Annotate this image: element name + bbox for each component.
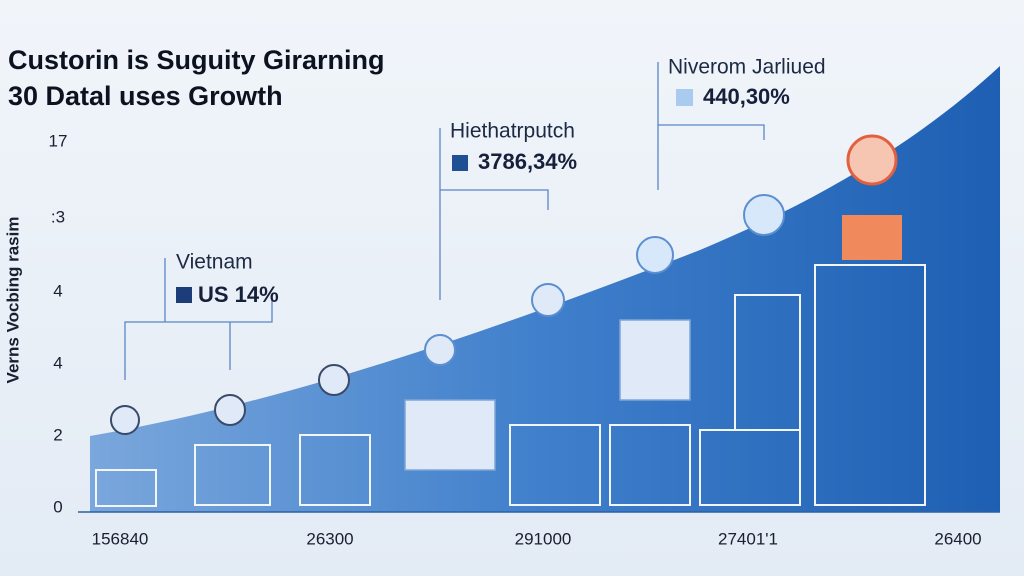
- x-tick-label: 26300: [306, 529, 353, 548]
- title: Custorin is Suguity Girarning: [8, 45, 385, 75]
- highlight-block: [842, 215, 902, 260]
- bulb: [424, 334, 456, 366]
- building: [619, 319, 691, 401]
- bulb: [318, 364, 350, 396]
- x-axis: 156840 26300 291000 27401'1 26400: [92, 529, 982, 548]
- bulb: [110, 405, 140, 435]
- x-tick-label: 291000: [515, 529, 572, 548]
- bulb: [214, 394, 246, 426]
- leader-line: [124, 258, 273, 380]
- bulb: [743, 194, 785, 236]
- y-tick-label: 2: [53, 425, 62, 444]
- leader-line: [657, 62, 765, 190]
- building: [194, 444, 271, 506]
- building: [404, 399, 496, 471]
- x-tick-label: 27401'1: [718, 529, 778, 548]
- callout-value: 440,30%: [703, 84, 790, 109]
- bulb: [846, 134, 898, 186]
- callout-swatch: [452, 155, 468, 171]
- bulb: [531, 283, 565, 317]
- y-axis: 17 :3 4 4 2 0: [49, 131, 68, 516]
- leader-lines: [124, 62, 765, 380]
- building: [699, 429, 801, 506]
- y-tick-label: 4: [53, 281, 62, 300]
- y-tick-label: 0: [53, 497, 62, 516]
- callout-swatch: [676, 89, 693, 106]
- leader-line: [439, 128, 549, 300]
- building: [299, 434, 371, 506]
- callout-value: US 14%: [198, 282, 279, 307]
- x-tick-label: 26400: [934, 529, 981, 548]
- callout-value: 3786,34%: [478, 149, 577, 174]
- building: [509, 424, 601, 506]
- y-tick-label: 4: [53, 353, 62, 372]
- title: 30 Datal uses Growth: [8, 81, 283, 111]
- buildings: [95, 134, 926, 507]
- callout-swatch: [176, 287, 192, 303]
- growth-area: [90, 66, 1000, 512]
- building: [814, 264, 926, 506]
- y-axis-title: Verns Vocbing rasim: [3, 217, 22, 384]
- callout-label: Vietnam: [176, 251, 253, 274]
- callout-label: Hiethatrputch: [450, 120, 575, 143]
- y-tick-label: :3: [51, 207, 65, 226]
- building: [95, 469, 157, 507]
- x-tick-label: 156840: [92, 529, 149, 548]
- building: [609, 424, 691, 506]
- bulb: [636, 236, 674, 274]
- y-tick-label: 17: [49, 131, 68, 150]
- callout-label: Niverom Jarliued: [668, 56, 826, 79]
